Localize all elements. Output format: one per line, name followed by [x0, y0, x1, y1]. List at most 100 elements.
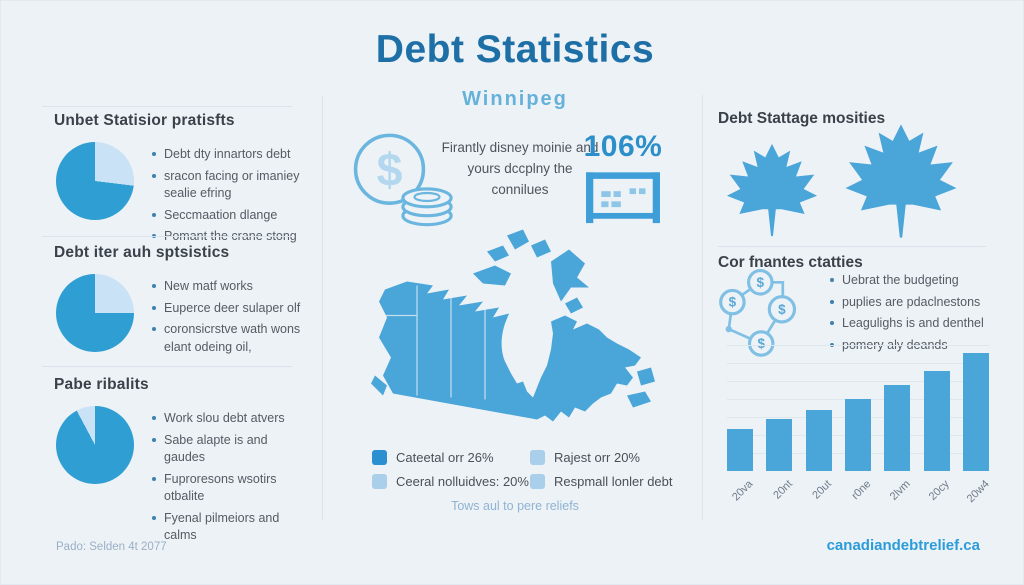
- bar: [727, 429, 753, 471]
- bullet-dot: [152, 212, 156, 217]
- bullet-dot: [830, 321, 834, 325]
- bar-label: 2lvm: [884, 474, 913, 504]
- bullet-text: Work slou debt atvers: [164, 411, 285, 425]
- chart-x-labels: 20va 20nt 20ut r0ne 2lvm 20cy 20w4: [727, 474, 992, 506]
- bar-label: 20nt: [766, 474, 795, 504]
- divider: [42, 366, 292, 367]
- legend-item: Rajest orr 20%: [530, 450, 682, 465]
- bullet-text: Seccmaation dlange: [164, 207, 278, 222]
- bar: [884, 385, 911, 471]
- maple-leaf-icon: [842, 122, 960, 245]
- legend-caption: Tows aul to pere reliefs: [451, 499, 579, 513]
- section-heading: Unbet Statisior pratisfts: [54, 112, 235, 129]
- divider: [702, 95, 703, 520]
- legend-swatch: [372, 450, 387, 465]
- stat-block: 106%: [578, 130, 668, 231]
- page-subtitle: Winnipeg: [462, 88, 568, 110]
- bar-label: 20ut: [806, 474, 835, 504]
- bullet-dot: [152, 327, 156, 331]
- bullet-dot: [152, 173, 156, 178]
- bullet-text: Euperce deer sulaper olf: [164, 300, 301, 315]
- legend-label: Cateetal orr 26%: [396, 450, 494, 465]
- pie-chart-icon: [56, 142, 134, 220]
- bullet-text: Fuproresons wsotirs otbalite: [164, 471, 277, 504]
- bullet-item: Euperce deer sulaper olf: [152, 300, 304, 318]
- page-title: Debt Statistics: [375, 28, 655, 71]
- bullet-dot: [152, 515, 156, 520]
- bullet-item: Debt dty innartors debt: [152, 146, 304, 164]
- bullet-item: Seccmaation dlange: [152, 207, 304, 225]
- bar-label-text: 20nt: [771, 478, 795, 502]
- bar-label: r0ne: [845, 474, 874, 504]
- bar-label: 20cy: [924, 474, 952, 504]
- legend-item: Ceeral nolluidves: 20%: [372, 474, 530, 489]
- bar-label-text: r0ne: [849, 478, 874, 503]
- bullet-item: Sabe alapte is and gaudes: [152, 432, 304, 467]
- bullet-dot: [152, 305, 156, 310]
- maple-leaf-icon: [724, 142, 820, 243]
- svg-text:$: $: [729, 295, 737, 310]
- bar-label: 20va: [727, 474, 756, 504]
- bar: [923, 371, 950, 471]
- section-heading: Pabe ribalits: [54, 376, 149, 393]
- bar-label-text: 2lvm: [887, 478, 913, 503]
- bullet-item: puplies are pdaclnestons: [830, 294, 1015, 312]
- legend-swatch: [372, 474, 387, 489]
- bullet-dot: [830, 342, 834, 347]
- bullet-list: New matf works Euperce deer sulaper olf co…: [134, 278, 304, 360]
- bar-label-text: 20w4: [964, 478, 992, 506]
- svg-text:$: $: [377, 143, 403, 195]
- divider: [718, 246, 986, 247]
- pie-chart-icon: [56, 274, 134, 352]
- bar: [766, 419, 793, 471]
- bullet-text: sracon facing or imaniey sealie efring: [164, 168, 300, 201]
- bullet-dot: [152, 284, 156, 288]
- section-heading: Debt iter auh sptsistics: [54, 244, 230, 261]
- bar-label: 20w4: [963, 474, 992, 506]
- legend-label: Respmall lonler debt: [554, 474, 673, 489]
- bullet-dot: [830, 299, 834, 304]
- footer-note: Pado: Selden 4t 2077: [56, 541, 167, 553]
- left-section-2: Debt iter auh sptsistics New matf works E…: [42, 244, 304, 360]
- bar-chart: [727, 345, 989, 471]
- bullet-list: Uebrat the budgeting puplies are pdaclnes…: [812, 272, 1015, 358]
- legend-label: Rajest orr 20%: [554, 450, 640, 465]
- bar: [805, 410, 832, 471]
- bullet-item: New matf works: [152, 278, 304, 296]
- bullet-text: coronsicrstve wath wons elant odeing oil…: [164, 322, 301, 354]
- bullet-text: Leagulighs is and denthel: [842, 316, 984, 330]
- bullet-item: coronsicrstve wath wons elant odeing oil…: [152, 321, 304, 356]
- bullet-text: Debt dty innartors debt: [164, 147, 291, 161]
- stat-value: 106%: [583, 130, 663, 163]
- svg-text:$: $: [757, 336, 765, 351]
- bullet-item: Leagulighs is and denthel: [830, 315, 1015, 333]
- bullet-text: Uebrat the budgeting: [842, 273, 959, 287]
- divider: [322, 95, 323, 520]
- website-link[interactable]: canadiandebtrelief.ca: [826, 537, 980, 554]
- bullet-item: Fuproresons wsotirs otbalite: [152, 471, 304, 506]
- chart-bars: [727, 345, 989, 471]
- map-legend: Cateetal orr 26% Rajest orr 20% Ceeral nol…: [372, 450, 682, 489]
- svg-text:$: $: [778, 302, 786, 317]
- bullet-dot: [830, 278, 834, 282]
- bullet-list: Debt dty innartors debt sracon facing or …: [134, 146, 304, 250]
- legend-item: Cateetal orr 26%: [372, 450, 530, 465]
- bar: [962, 353, 989, 471]
- section-heading: Debt Stattage mosities: [718, 110, 886, 127]
- section-heading: Cor fnantes ctatties: [718, 254, 863, 271]
- bullet-item: Work slou debt atvers: [152, 410, 304, 428]
- bullet-item: Fyenal pilmeiors and calms: [152, 510, 304, 545]
- divider: [42, 106, 292, 107]
- legend-item: Respmall lonler debt: [530, 474, 682, 489]
- bullet-item: Uebrat the budgeting: [830, 272, 1015, 290]
- bullet-list: Work slou debt atvers Sabe alapte is and …: [134, 410, 304, 549]
- pie-chart-icon: [56, 406, 134, 484]
- bullet-dot: [152, 437, 156, 442]
- legend-swatch: [530, 474, 545, 489]
- bullet-text: New matf works: [164, 279, 253, 293]
- divider: [42, 236, 292, 237]
- bar-label-text: 20va: [730, 478, 756, 504]
- left-section-3: Pabe ribalits Work slou debt atvers Sabe …: [42, 376, 304, 549]
- bullet-text: puplies are pdaclnestons: [842, 294, 981, 309]
